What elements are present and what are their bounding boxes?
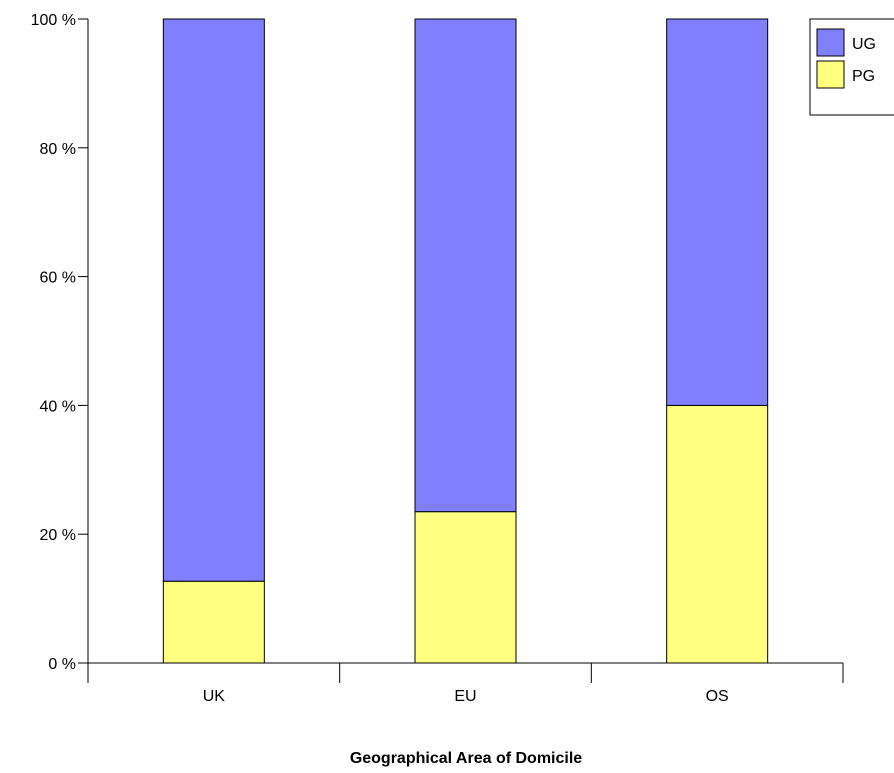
y-tick-label: 80 % bbox=[40, 141, 76, 158]
bar-ug-eu bbox=[414, 18, 517, 513]
x-tick-label: EU bbox=[454, 688, 476, 705]
bar-pg-eu bbox=[414, 511, 517, 664]
y-tick-label: 60 % bbox=[40, 270, 76, 287]
x-axis: UK EU OS bbox=[87, 662, 844, 705]
x-axis-title: Geographical Area of Domicile bbox=[350, 750, 582, 767]
x-tick-label: OS bbox=[706, 688, 729, 705]
legend: UG PG bbox=[809, 18, 894, 116]
bars bbox=[162, 18, 769, 664]
bar-pg-uk bbox=[162, 580, 265, 664]
legend-swatch-ug bbox=[816, 28, 845, 57]
y-tick-label: 100 % bbox=[31, 12, 76, 29]
legend-swatch-pg bbox=[816, 60, 845, 89]
y-tick-label: 40 % bbox=[40, 398, 76, 415]
x-tick-label: UK bbox=[203, 688, 226, 705]
y-tick-label: 0 % bbox=[48, 656, 76, 673]
y-axis: 0 % 20 % 40 % 60 % 80 % 100 % bbox=[31, 12, 89, 673]
y-tick-label: 20 % bbox=[40, 527, 76, 544]
bar-ug-os bbox=[666, 18, 769, 406]
legend-label-pg: PG bbox=[852, 68, 875, 85]
bar-ug-uk bbox=[162, 18, 265, 582]
legend-label-ug: UG bbox=[852, 36, 876, 53]
bar-pg-os bbox=[666, 404, 769, 664]
